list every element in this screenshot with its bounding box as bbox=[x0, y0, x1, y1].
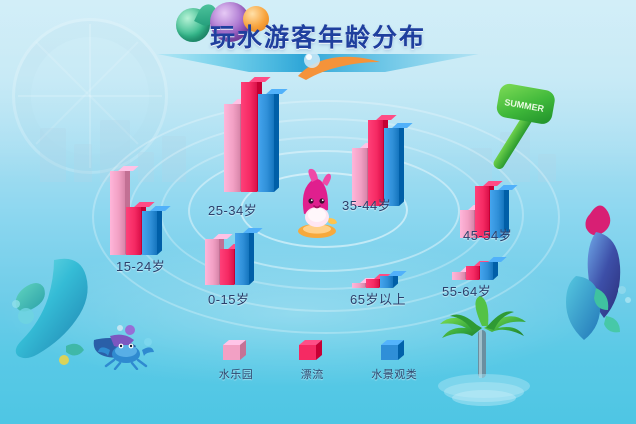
bar-水乐园 bbox=[352, 143, 381, 206]
group-label: 65岁以上 bbox=[350, 292, 406, 307]
chart-legend: 水乐园 漂流 水景观类 bbox=[0, 340, 636, 382]
palm-tree-icon bbox=[438, 296, 530, 406]
bar-水景观类 bbox=[380, 271, 407, 288]
bar-水景观类 bbox=[490, 185, 518, 238]
right-water-splash bbox=[566, 205, 631, 340]
bar-漂流 bbox=[126, 202, 155, 255]
bar-漂流 bbox=[366, 274, 393, 288]
page-title: 玩水游客年龄分布 bbox=[209, 24, 426, 52]
group-label: 35-44岁 bbox=[342, 198, 392, 213]
group-label: 15-24岁 bbox=[116, 259, 166, 274]
group-label: 45-54岁 bbox=[463, 228, 513, 243]
bar-group-45-54岁 bbox=[460, 181, 518, 238]
legend-label: 漂流 bbox=[300, 369, 324, 381]
bar-水景观类 bbox=[258, 89, 288, 192]
bar-水乐园 bbox=[452, 267, 479, 280]
bar-group-55-64岁 bbox=[452, 257, 507, 280]
title-block: 玩水游客年龄分布 bbox=[0, 18, 636, 54]
cube-icon bbox=[299, 340, 325, 360]
orange-swoosh bbox=[298, 52, 380, 80]
bar-漂流 bbox=[368, 115, 397, 206]
legend-item-3[interactable]: 水景观类 bbox=[371, 340, 417, 382]
group-label: 0-15岁 bbox=[208, 292, 250, 307]
legend-label: 水乐园 bbox=[218, 369, 254, 381]
bar-水乐园 bbox=[460, 205, 488, 238]
bar-水景观类 bbox=[480, 257, 507, 280]
group-label: 55-64岁 bbox=[442, 284, 492, 299]
bar-水景观类 bbox=[384, 123, 413, 206]
legend-item-2[interactable]: 漂流 bbox=[299, 340, 325, 382]
bar-水乐园 bbox=[352, 278, 379, 288]
group-label: 25-34岁 bbox=[208, 203, 258, 218]
cube-icon bbox=[223, 340, 249, 360]
bar-group-65岁以上 bbox=[352, 271, 407, 288]
mascot-icon bbox=[298, 168, 337, 238]
bar-水乐园 bbox=[110, 166, 139, 255]
green-droplet-icon bbox=[176, 8, 210, 42]
bar-水乐园 bbox=[205, 234, 233, 285]
bar-group-0-15岁 bbox=[205, 228, 263, 285]
cube-icon bbox=[381, 340, 407, 360]
bar-group-25-34岁 bbox=[224, 77, 288, 192]
bar-漂流 bbox=[466, 261, 493, 280]
legend-label: 水景观类 bbox=[371, 369, 418, 381]
crab-icon bbox=[98, 338, 154, 370]
bar-漂流 bbox=[241, 77, 271, 192]
bar-水景观类 bbox=[142, 206, 171, 255]
legend-item-1[interactable]: 水乐园 bbox=[219, 340, 254, 382]
orange-droplet-icon bbox=[243, 6, 269, 32]
bar-group-15-24岁 bbox=[110, 166, 171, 255]
bar-漂流 bbox=[475, 181, 503, 238]
bar-水乐园 bbox=[224, 99, 254, 192]
bar-group-35-44岁 bbox=[352, 115, 413, 206]
city-skyline-silhouette bbox=[0, 92, 636, 182]
bar-水景观类 bbox=[235, 228, 263, 285]
summer-hammer-icon: SUMMER bbox=[493, 83, 555, 170]
bar-漂流 bbox=[220, 244, 248, 285]
